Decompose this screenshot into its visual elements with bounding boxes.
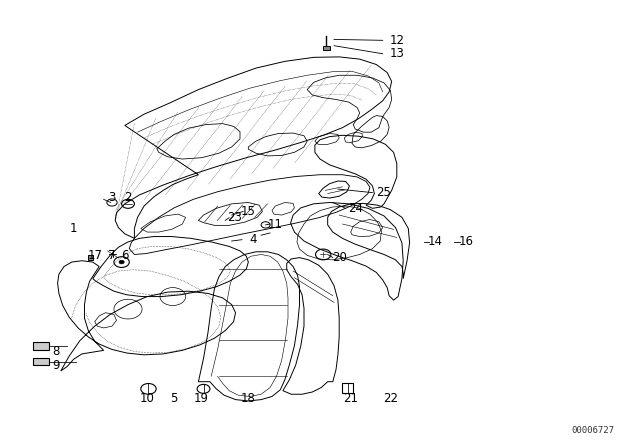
FancyBboxPatch shape (323, 46, 330, 50)
Text: 9: 9 (52, 358, 60, 372)
Text: 14: 14 (428, 235, 443, 249)
FancyBboxPatch shape (33, 358, 49, 365)
Text: 13: 13 (389, 47, 404, 60)
Text: 23: 23 (227, 211, 243, 224)
Text: 5: 5 (170, 392, 178, 405)
Text: 17: 17 (87, 249, 102, 262)
Text: 25: 25 (376, 186, 392, 199)
Text: 19: 19 (194, 392, 209, 405)
Text: 8: 8 (52, 345, 60, 358)
Text: 3: 3 (108, 190, 116, 204)
Text: 21: 21 (343, 392, 358, 405)
Text: 24: 24 (348, 202, 363, 215)
Text: 15: 15 (241, 205, 256, 218)
FancyBboxPatch shape (88, 255, 93, 260)
Text: 6: 6 (121, 249, 129, 262)
Text: 00006727: 00006727 (572, 426, 614, 435)
Text: 20: 20 (332, 251, 347, 264)
Text: 10: 10 (140, 392, 155, 405)
Text: 7: 7 (108, 249, 116, 262)
Text: 12: 12 (389, 34, 404, 47)
Text: 4: 4 (249, 233, 257, 246)
Text: 2: 2 (124, 190, 132, 204)
Text: 18: 18 (241, 392, 256, 405)
Text: 11: 11 (268, 217, 283, 231)
Text: 22: 22 (383, 392, 398, 405)
Text: 16: 16 (458, 235, 474, 249)
Text: 1: 1 (70, 222, 77, 235)
Circle shape (119, 260, 124, 264)
FancyBboxPatch shape (33, 342, 49, 350)
